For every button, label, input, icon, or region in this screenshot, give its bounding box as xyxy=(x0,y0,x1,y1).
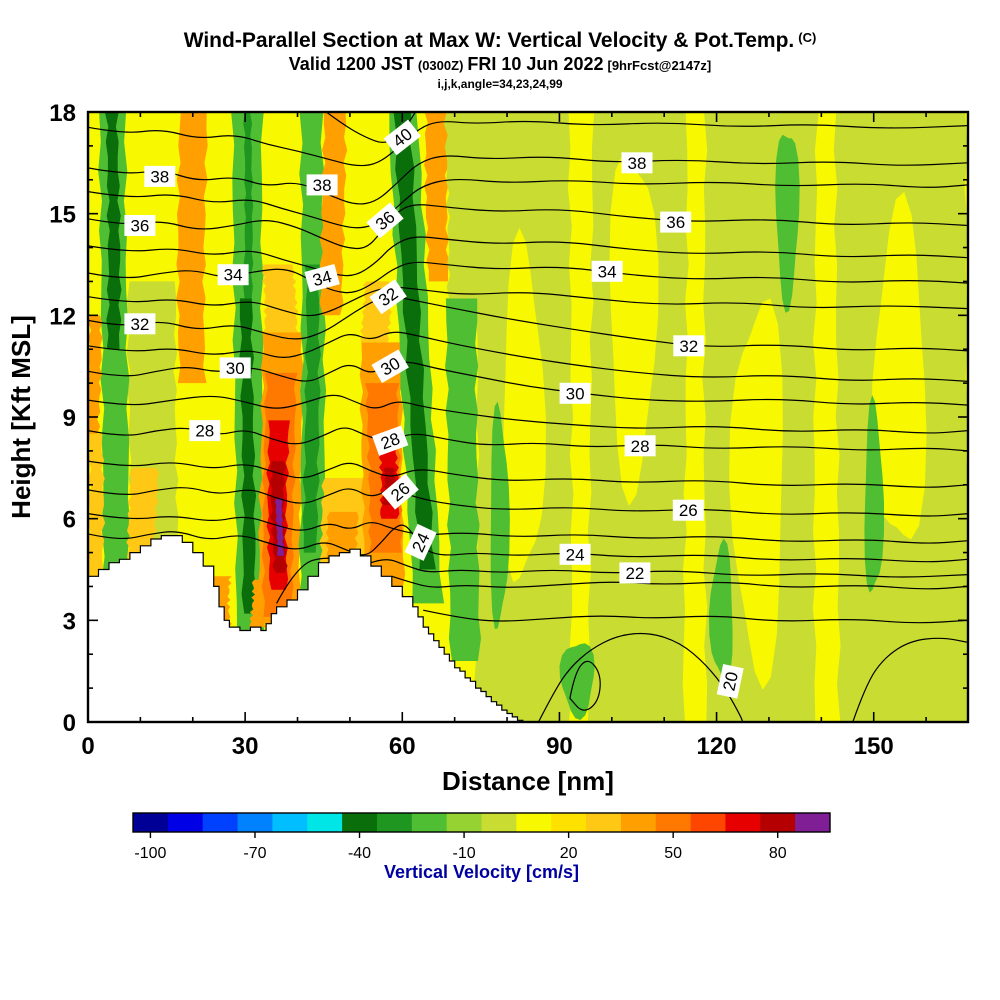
contour-label: 32 xyxy=(673,335,705,357)
chart-title-unit: (C) xyxy=(798,30,817,45)
contour-label: 34 xyxy=(591,260,623,282)
svg-text:22: 22 xyxy=(625,564,644,583)
svg-text:30: 30 xyxy=(226,359,245,378)
chart-header: Wind-Parallel Section at Max W: Vertical… xyxy=(0,26,1000,91)
y-tick-label: 15 xyxy=(49,202,76,229)
terrain-silhouette xyxy=(88,535,524,722)
y-tick-label: 3 xyxy=(63,608,76,635)
svg-text:38: 38 xyxy=(628,154,647,173)
svg-text:32: 32 xyxy=(679,337,698,356)
y-tick-label: 0 xyxy=(63,710,76,737)
contour-label: 28 xyxy=(189,420,221,442)
chart-title-line: Wind-Parallel Section at Max W: Vertical… xyxy=(0,26,1000,53)
colorbar-title: Vertical Velocity [cm/s] xyxy=(384,862,579,882)
svg-text:36: 36 xyxy=(130,217,149,236)
contour-label: 24 xyxy=(559,543,591,565)
svg-text:34: 34 xyxy=(224,266,243,285)
contour-label: 38 xyxy=(621,152,653,174)
contour-label: 34 xyxy=(217,264,249,286)
svg-text:20: 20 xyxy=(719,670,742,692)
svg-text:24: 24 xyxy=(566,545,585,564)
colorbar-tick-label: -100 xyxy=(134,845,166,862)
contour-label: 20 xyxy=(716,663,744,699)
x-tick-label: 60 xyxy=(389,733,416,760)
x-tick-label: 120 xyxy=(697,733,737,760)
colorbar-tick-label: 20 xyxy=(560,845,578,862)
colorbar-tick-label: -40 xyxy=(348,845,371,862)
grid-params-line: i,j,k,angle=34,23,24,99 xyxy=(437,77,563,91)
contour-label: 34 xyxy=(304,263,340,293)
x-tick-label: 90 xyxy=(546,733,573,760)
svg-text:38: 38 xyxy=(313,176,332,195)
contour-label: 28 xyxy=(624,435,656,457)
svg-text:38: 38 xyxy=(150,167,169,186)
contour-label: 36 xyxy=(660,211,692,233)
y-tick-label: 18 xyxy=(49,100,76,127)
svg-text:26: 26 xyxy=(679,501,698,520)
valid-date: FRI 10 Jun 2022 xyxy=(467,54,604,74)
contour-label: 28 xyxy=(372,425,409,456)
svg-text:30: 30 xyxy=(566,384,585,403)
svg-text:28: 28 xyxy=(195,422,214,441)
colorbar-tick-label: 80 xyxy=(769,845,787,862)
colorbar-tick-label: -10 xyxy=(453,845,476,862)
contour-label: 38 xyxy=(306,174,338,196)
valid-time: Valid 1200 JST xyxy=(288,54,414,74)
contour-label: 30 xyxy=(219,357,251,379)
svg-text:28: 28 xyxy=(631,437,650,456)
colorbar-tick-label: -70 xyxy=(243,845,266,862)
colorbar-tick-label: 50 xyxy=(664,845,682,862)
y-tick-label: 6 xyxy=(63,507,76,534)
valid-time-line: Valid 1200 JST (0300Z) FRI 10 Jun 2022 [9hr… xyxy=(0,53,1000,77)
contour-label: 38 xyxy=(144,165,176,187)
contour-label: 36 xyxy=(124,215,156,236)
svg-text:34: 34 xyxy=(598,262,617,281)
svg-text:34: 34 xyxy=(311,267,334,290)
colorbar: -100 -70 -40 -10 20 50 80 Vertical Velocity [cm… xyxy=(132,812,831,882)
valid-time-utc: (0300Z) xyxy=(417,58,464,73)
contour-label: 22 xyxy=(619,562,651,584)
forecast-info: [9hrFcst@2147z] xyxy=(607,58,712,73)
contour-label: 32 xyxy=(124,313,156,335)
y-tick-label: 12 xyxy=(49,303,76,330)
chart-title: Wind-Parallel Section at Max W: Vertical… xyxy=(183,29,795,52)
contour-label: 30 xyxy=(559,382,591,404)
svg-text:36: 36 xyxy=(666,213,685,232)
x-axis-title: Distance [nm] xyxy=(442,766,614,796)
x-tick-label: 30 xyxy=(232,733,259,760)
x-tick-label: 0 xyxy=(81,733,94,760)
svg-text:32: 32 xyxy=(130,315,149,334)
contour-label: 26 xyxy=(672,499,704,521)
y-axis-title: Height [Kft MSL] xyxy=(6,315,36,519)
y-tick-label: 9 xyxy=(63,405,76,432)
x-tick-label: 150 xyxy=(854,733,894,760)
